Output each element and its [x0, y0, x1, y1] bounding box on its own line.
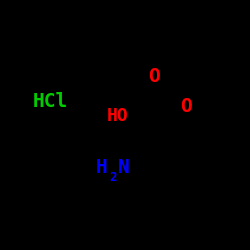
Text: O: O [180, 97, 192, 116]
Text: O: O [148, 67, 160, 86]
Text: HCl: HCl [32, 92, 68, 111]
Text: HO: HO [106, 107, 128, 125]
Text: H: H [96, 158, 108, 177]
Text: N: N [118, 158, 129, 177]
Text: 2: 2 [109, 171, 116, 184]
